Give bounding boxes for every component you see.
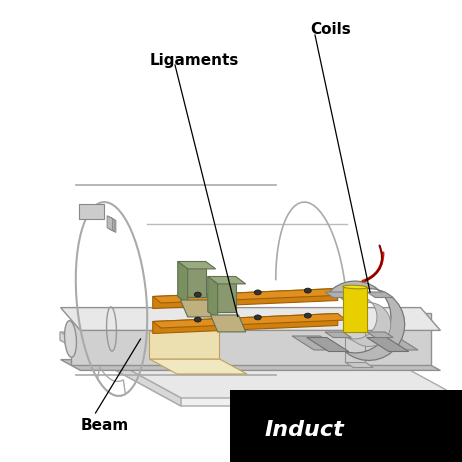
Polygon shape	[60, 332, 340, 340]
Polygon shape	[61, 308, 440, 330]
Text: Ligaments: Ligaments	[150, 53, 239, 67]
Ellipse shape	[254, 315, 261, 320]
Polygon shape	[60, 332, 181, 406]
Polygon shape	[150, 317, 219, 359]
Polygon shape	[208, 276, 246, 284]
Polygon shape	[345, 362, 373, 367]
Polygon shape	[71, 313, 431, 365]
Polygon shape	[208, 276, 218, 319]
Polygon shape	[60, 332, 461, 398]
Polygon shape	[150, 359, 247, 374]
Polygon shape	[153, 314, 338, 334]
Polygon shape	[368, 336, 418, 350]
Polygon shape	[181, 300, 216, 317]
Polygon shape	[60, 340, 461, 406]
Polygon shape	[153, 314, 346, 328]
Polygon shape	[79, 204, 104, 219]
Polygon shape	[107, 216, 113, 231]
Polygon shape	[329, 281, 405, 360]
Polygon shape	[292, 336, 342, 350]
Polygon shape	[307, 338, 349, 352]
Polygon shape	[325, 292, 351, 298]
Polygon shape	[178, 261, 206, 297]
Polygon shape	[343, 287, 367, 332]
Ellipse shape	[304, 288, 311, 293]
Polygon shape	[61, 359, 440, 371]
Text: Coils: Coils	[310, 23, 351, 37]
Text: Beam: Beam	[80, 418, 129, 433]
Polygon shape	[367, 332, 393, 338]
Text: Induct: Induct	[265, 420, 345, 440]
Polygon shape	[109, 217, 114, 231]
Polygon shape	[208, 276, 236, 311]
Polygon shape	[178, 261, 188, 304]
Ellipse shape	[194, 292, 201, 297]
Ellipse shape	[194, 317, 201, 322]
Polygon shape	[110, 218, 116, 232]
Ellipse shape	[304, 313, 311, 318]
Polygon shape	[153, 288, 346, 303]
Polygon shape	[325, 332, 351, 338]
Polygon shape	[343, 285, 367, 289]
Polygon shape	[178, 261, 216, 269]
Polygon shape	[65, 321, 76, 357]
Polygon shape	[342, 295, 391, 346]
Polygon shape	[211, 315, 246, 332]
Polygon shape	[367, 338, 409, 352]
Polygon shape	[153, 288, 338, 309]
Polygon shape	[230, 390, 462, 462]
Polygon shape	[345, 307, 365, 362]
Polygon shape	[367, 292, 393, 298]
Ellipse shape	[254, 290, 261, 295]
